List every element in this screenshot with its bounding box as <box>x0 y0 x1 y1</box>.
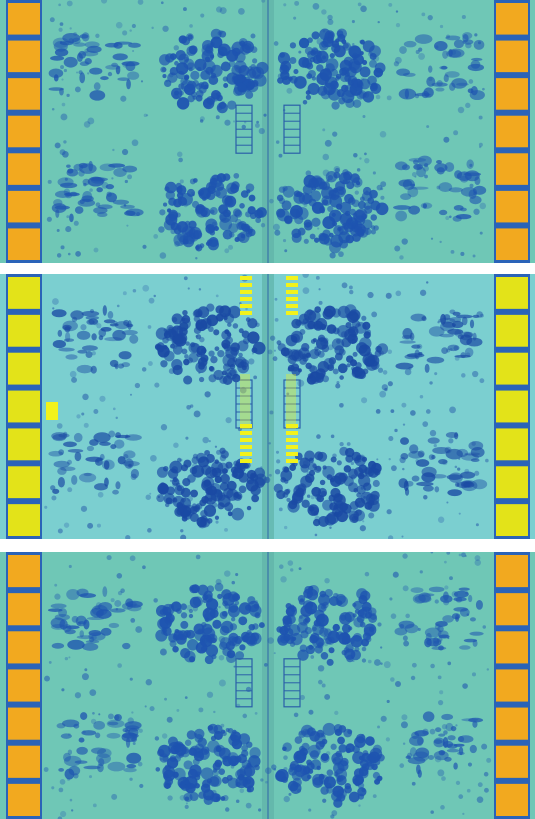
bond-pad <box>8 669 40 702</box>
bond-pad <box>8 745 40 778</box>
bond-pad <box>8 555 40 588</box>
bond-pad <box>8 352 40 385</box>
bond-pad <box>496 3 528 35</box>
left-pad-column <box>6 274 42 539</box>
circuit-clusters <box>47 582 484 808</box>
bond-pad <box>8 190 40 223</box>
ladder-structures <box>235 379 301 429</box>
ladder-structures <box>235 658 301 708</box>
right-pad-column <box>494 552 530 819</box>
bond-pad <box>8 153 40 185</box>
bond-pad <box>8 314 40 347</box>
bond-pad <box>496 669 528 702</box>
bond-pad <box>8 631 40 664</box>
bond-pad <box>8 40 40 73</box>
bond-pad <box>8 783 40 816</box>
ladder-structures <box>235 104 301 154</box>
bond-pad <box>8 115 40 148</box>
chip-die-image-bottom <box>0 552 535 819</box>
bond-pad <box>496 466 528 499</box>
bond-pad <box>8 390 40 423</box>
chip-die-panel-top <box>0 0 535 263</box>
left-pad-column <box>6 0 42 263</box>
bond-pad <box>8 3 40 35</box>
chip-die-image-top <box>0 0 535 263</box>
bond-pad <box>8 228 40 260</box>
bond-pad <box>496 390 528 423</box>
circuit-clusters <box>48 28 487 254</box>
chip-die-image-middle <box>0 274 535 539</box>
right-pad-column <box>494 274 530 539</box>
bond-pad <box>496 314 528 347</box>
bond-pad <box>496 783 528 816</box>
bond-pad <box>496 555 528 588</box>
bond-pad <box>496 707 528 740</box>
highlighted-regions <box>46 276 298 463</box>
bond-pad <box>496 631 528 664</box>
bond-pad <box>496 40 528 73</box>
bond-pad <box>496 78 528 110</box>
bond-pad <box>8 277 40 309</box>
bond-pad <box>496 428 528 461</box>
bond-pad <box>496 352 528 385</box>
bond-pad <box>8 707 40 740</box>
bond-pad <box>496 745 528 778</box>
bond-pad <box>8 428 40 461</box>
bond-pad <box>496 115 528 148</box>
bond-pad <box>496 228 528 260</box>
bond-pad <box>8 466 40 499</box>
bond-pad <box>496 277 528 309</box>
bond-pad <box>496 593 528 626</box>
chip-die-panel-bottom <box>0 552 535 819</box>
chip-die-panel-middle-highlighted <box>0 274 535 539</box>
bond-pad <box>496 153 528 185</box>
bond-pad <box>496 504 528 536</box>
bond-pad <box>8 504 40 536</box>
bond-pad <box>496 190 528 223</box>
small-highlight-marker <box>46 402 58 420</box>
circuit-clusters <box>48 303 488 529</box>
bond-pad <box>8 593 40 626</box>
left-pad-column <box>6 552 42 819</box>
right-pad-column <box>494 0 530 263</box>
bond-pad <box>8 78 40 110</box>
